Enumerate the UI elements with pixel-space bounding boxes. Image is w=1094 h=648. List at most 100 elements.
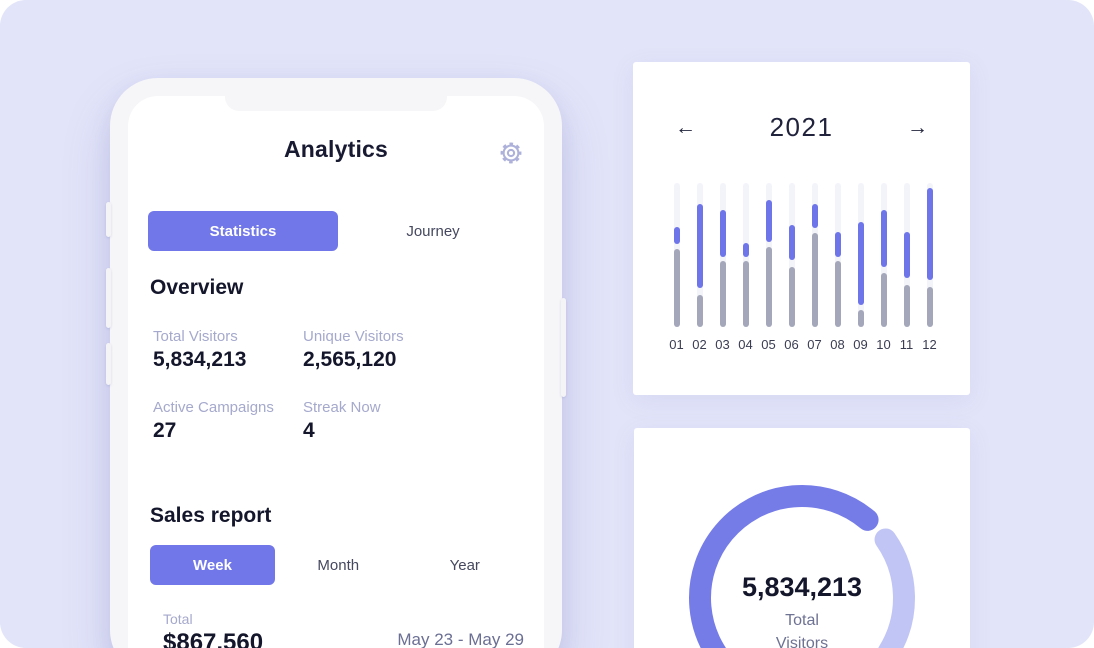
bar-segment-highlight xyxy=(903,232,910,278)
bar-column-12: 12 xyxy=(922,183,937,352)
donut-center-label-line1: Total xyxy=(785,612,819,629)
tab-journey-label: Journey xyxy=(406,222,460,240)
bar-month-label: 07 xyxy=(807,337,822,352)
bar-month-label: 03 xyxy=(715,337,730,352)
year-bar-chart: 01 02 03 04 05 06 07 08 09 10 11 12 xyxy=(669,183,937,353)
phone-notch xyxy=(225,96,447,111)
bar-month-label: 10 xyxy=(876,337,891,352)
bar-column-06: 06 xyxy=(784,183,799,352)
phone-volume-up-button xyxy=(106,268,111,328)
donut-arc-remaining xyxy=(874,528,915,648)
bar-month-label: 12 xyxy=(922,337,937,352)
bar-segment-base xyxy=(742,261,749,327)
bar-segment-highlight xyxy=(788,225,795,260)
sales-report-heading: Sales report xyxy=(150,504,272,527)
bar-segment-highlight xyxy=(696,204,703,288)
stat-value: 27 xyxy=(153,419,177,442)
bar-segment-base xyxy=(719,261,726,327)
bar-column-04: 04 xyxy=(738,183,753,352)
bar-segment-base xyxy=(926,287,933,327)
phone-mute-switch xyxy=(106,202,111,237)
bar-column-07: 07 xyxy=(807,183,822,352)
sales-date-range: May 23 - May 29 xyxy=(397,630,524,648)
bar-column-03: 03 xyxy=(715,183,730,352)
app-header: Analytics xyxy=(128,136,544,163)
stat-value: 2,565,120 xyxy=(303,348,397,371)
tab-journey[interactable]: Journey xyxy=(338,211,528,251)
stat-label: Active Campaigns xyxy=(153,399,274,416)
tab-year[interactable]: Year xyxy=(402,545,529,585)
donut-arc-filled xyxy=(689,485,879,648)
bar-segment-highlight xyxy=(719,210,726,257)
year-chart-card: ← 2021 → 01 02 03 04 05 06 07 08 09 10 11 12 xyxy=(633,62,970,395)
stat-streak-now: Streak Now 4 xyxy=(303,399,404,443)
bar-column-09: 09 xyxy=(853,183,868,352)
tab-statistics-label: Statistics xyxy=(209,222,277,240)
bar-segment-highlight xyxy=(742,243,749,257)
year-navigation: ← 2021 → xyxy=(633,112,970,143)
bar-column-08: 08 xyxy=(830,183,845,352)
stat-label: Streak Now xyxy=(303,399,381,416)
bar-column-11: 11 xyxy=(900,183,913,352)
page-title: Analytics xyxy=(283,136,389,162)
tab-week-label: Week xyxy=(193,556,232,574)
tab-month-label: Month xyxy=(317,556,360,574)
sales-total-label: Total xyxy=(163,611,193,627)
bar-segment-base xyxy=(903,285,910,327)
total-visitors-card: 5,834,213 Total Visitors xyxy=(634,428,970,648)
bar-month-label: 02 xyxy=(692,337,707,352)
phone-screen: Analytics Statistics Journey xyxy=(128,96,544,648)
bar-month-label: 04 xyxy=(738,337,753,352)
bar-segment-base xyxy=(788,267,795,327)
bar-segment-base xyxy=(811,233,818,327)
prev-year-arrow-icon[interactable]: ← xyxy=(675,116,696,139)
bar-month-label: 09 xyxy=(853,337,868,352)
donut-svg xyxy=(689,485,915,648)
bar-segment-highlight xyxy=(880,210,887,267)
bar-segment-highlight xyxy=(673,227,680,244)
stat-label: Unique Visitors xyxy=(303,328,404,345)
stat-value: 4 xyxy=(303,419,315,442)
stat-total-visitors: Total Visitors 5,834,213 xyxy=(153,328,303,372)
bar-segment-base xyxy=(696,295,703,327)
settings-button[interactable] xyxy=(498,140,524,166)
sales-total-value: $867,560 xyxy=(163,629,264,648)
bar-month-label: 05 xyxy=(761,337,776,352)
bar-segment-base xyxy=(857,310,864,327)
donut-center-label-line2: Visitors xyxy=(775,635,829,648)
bar-segment-highlight xyxy=(811,204,818,228)
tab-month[interactable]: Month xyxy=(275,545,402,585)
donut-center-value: 5,834,213 xyxy=(741,572,863,602)
gear-icon xyxy=(498,142,524,169)
overview-stats: Total Visitors 5,834,213 Unique Visitors… xyxy=(153,328,404,443)
bar-column-02: 02 xyxy=(692,183,707,352)
overview-heading: Overview xyxy=(150,276,244,299)
phone-power-button xyxy=(561,298,566,397)
phone-mockup: Analytics Statistics Journey xyxy=(106,78,566,648)
phone-volume-down-button xyxy=(106,343,111,385)
bar-month-label: 08 xyxy=(830,337,845,352)
bar-month-label: 01 xyxy=(669,337,684,352)
bar-column-05: 05 xyxy=(761,183,776,352)
tab-statistics[interactable]: Statistics xyxy=(148,211,338,251)
bar-column-10: 10 xyxy=(876,183,891,352)
stat-unique-visitors: Unique Visitors 2,565,120 xyxy=(303,328,404,372)
main-tabs: Statistics Journey xyxy=(148,211,528,251)
bar-segment-highlight xyxy=(834,232,841,257)
stat-label: Total Visitors xyxy=(153,328,238,345)
bar-segment-highlight xyxy=(857,222,864,305)
tab-year-label: Year xyxy=(449,556,480,574)
bar-segment-base xyxy=(673,249,680,327)
bar-column-01: 01 xyxy=(669,183,684,352)
bar-segment-base xyxy=(880,273,887,327)
bar-month-label: 06 xyxy=(784,337,799,352)
stat-value: 5,834,213 xyxy=(153,348,247,371)
bar-segment-base xyxy=(765,247,772,327)
bar-segment-highlight xyxy=(765,200,772,242)
next-year-arrow-icon[interactable]: → xyxy=(907,116,928,139)
year-label: 2021 xyxy=(769,112,834,142)
tab-week[interactable]: Week xyxy=(150,545,275,585)
sales-range-tabs: Week Month Year xyxy=(150,545,528,585)
bar-month-label: 11 xyxy=(899,337,914,352)
